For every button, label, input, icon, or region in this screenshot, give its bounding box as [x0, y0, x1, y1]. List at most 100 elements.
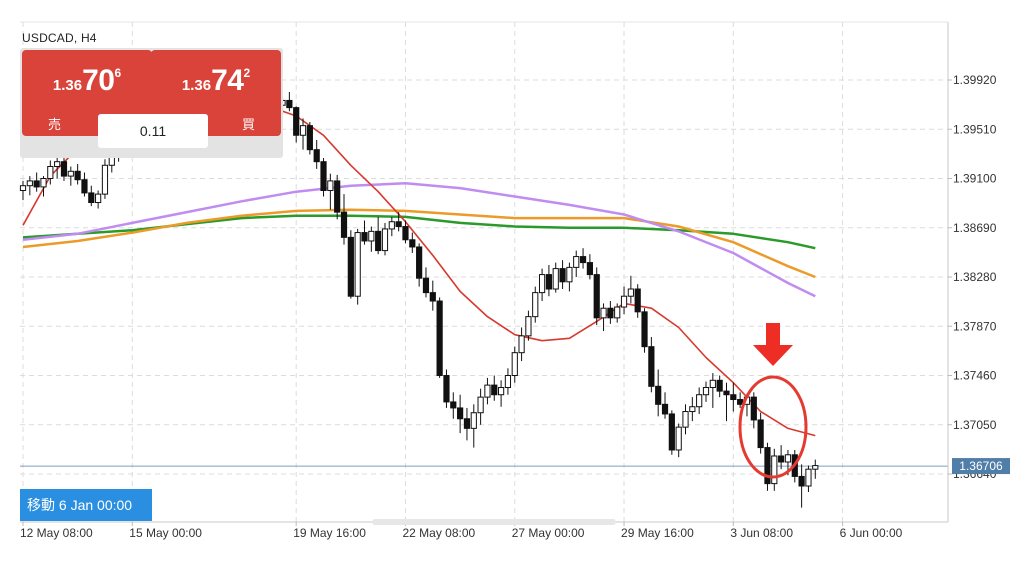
- candle-bullish: [709, 373, 716, 408]
- candle-body: [805, 468, 812, 487]
- candle-body: [457, 407, 464, 420]
- candle-body: [573, 256, 580, 268]
- x-tick-label: 29 May 16:00: [621, 526, 694, 540]
- symbol-label: USDCAD, H4: [22, 31, 97, 45]
- candle-bearish: [668, 410, 675, 455]
- buy-price-prefix: 1.36: [181, 77, 212, 94]
- candle-body: [313, 149, 320, 163]
- candle-body: [74, 170, 81, 181]
- sell-price-big: 70: [82, 64, 115, 97]
- candle-body: [306, 125, 313, 151]
- highlight-circle: [738, 375, 808, 479]
- candle-bullish: [682, 404, 689, 435]
- candle-bullish: [573, 250, 580, 277]
- candle-body: [33, 180, 40, 188]
- candle-bearish: [429, 280, 436, 311]
- candle-bearish: [634, 284, 641, 318]
- candle-bullish: [498, 380, 505, 407]
- candle-bullish: [702, 381, 710, 402]
- candle-body: [429, 292, 436, 302]
- candle-body: [709, 379, 716, 389]
- candle-bearish: [88, 185, 95, 207]
- candle-bearish: [286, 92, 293, 112]
- candle-bullish: [327, 173, 334, 210]
- candle-body: [40, 178, 47, 188]
- candle-body: [716, 379, 723, 392]
- candle-body: [334, 180, 341, 213]
- y-tick-label: 1.39100: [953, 172, 997, 186]
- candle-bearish: [33, 172, 40, 192]
- candle-body: [340, 211, 348, 238]
- candle-body: [538, 274, 546, 294]
- candle-body: [696, 394, 703, 408]
- candle-bullish: [54, 154, 61, 179]
- candle-bearish: [60, 156, 68, 181]
- candle-bearish: [340, 194, 348, 245]
- candle-body: [504, 375, 512, 389]
- candle-body: [327, 180, 334, 192]
- candle-body: [737, 399, 744, 405]
- candle-bullish: [552, 262, 559, 293]
- candle-body: [518, 335, 525, 354]
- candle-body: [593, 274, 600, 319]
- buy-price-big: 74: [211, 64, 244, 97]
- candle-bullish: [368, 226, 375, 252]
- candle-body: [579, 256, 587, 264]
- candle-body: [600, 307, 607, 319]
- candle-bullish: [470, 404, 477, 448]
- candle-bullish: [504, 368, 512, 395]
- candle-body: [586, 262, 593, 276]
- candle-body: [784, 454, 792, 463]
- candle-bearish: [320, 158, 327, 197]
- candle-body: [381, 228, 389, 252]
- candle-body: [26, 180, 33, 187]
- candle-body: [60, 161, 68, 177]
- candle-body: [484, 384, 491, 398]
- candle-bullish: [354, 228, 361, 305]
- y-tick-label: 1.38280: [953, 270, 997, 284]
- sell-price-prefix: 1.36: [52, 77, 83, 94]
- candle-body: [19, 185, 27, 192]
- x-tick-label: 15 May 00:00: [129, 526, 202, 540]
- candle-body: [395, 221, 402, 228]
- candle-body: [511, 352, 518, 376]
- candle-bullish: [67, 166, 74, 186]
- candle-body: [498, 387, 505, 396]
- candle-bullish: [518, 327, 525, 362]
- price-tag: 1.36706: [952, 458, 1010, 475]
- candle-body: [757, 419, 764, 449]
- candle-bearish: [579, 248, 587, 269]
- candle-bullish: [47, 160, 54, 185]
- candle-bearish: [661, 392, 669, 419]
- candle-bearish: [293, 106, 300, 143]
- candle-bullish: [538, 268, 546, 302]
- candle-body: [81, 179, 88, 194]
- candle-bearish: [750, 392, 757, 429]
- x-tick-label: 12 May 08:00: [20, 526, 93, 540]
- candle-body: [682, 411, 689, 428]
- candle-body: [552, 268, 559, 290]
- candle-bullish: [771, 448, 778, 491]
- candle-body: [470, 412, 477, 429]
- candle-bullish: [40, 176, 47, 197]
- x-tick-label: 27 May 00:00: [512, 526, 585, 540]
- candle-bearish: [436, 297, 443, 378]
- sell-label: 売: [48, 117, 62, 132]
- chart-grid: [20, 22, 948, 522]
- lot-size-field[interactable]: 0.11: [98, 114, 208, 148]
- candle-body: [361, 232, 368, 242]
- candle-body: [293, 107, 300, 136]
- down-arrow-icon: [753, 323, 793, 366]
- candle-bearish: [81, 172, 88, 197]
- buy-label: 買: [241, 117, 255, 132]
- candle-bearish: [416, 243, 423, 287]
- candle-bullish: [101, 159, 109, 199]
- candle-body: [812, 465, 819, 470]
- candle-body: [620, 295, 628, 308]
- candle-bullish: [95, 190, 102, 209]
- y-tick-label: 1.39510: [953, 122, 997, 136]
- candle-bullish: [675, 423, 682, 458]
- candle-body: [320, 161, 327, 192]
- navigation-badge[interactable]: 移動 6 Jan 00:00: [20, 489, 152, 521]
